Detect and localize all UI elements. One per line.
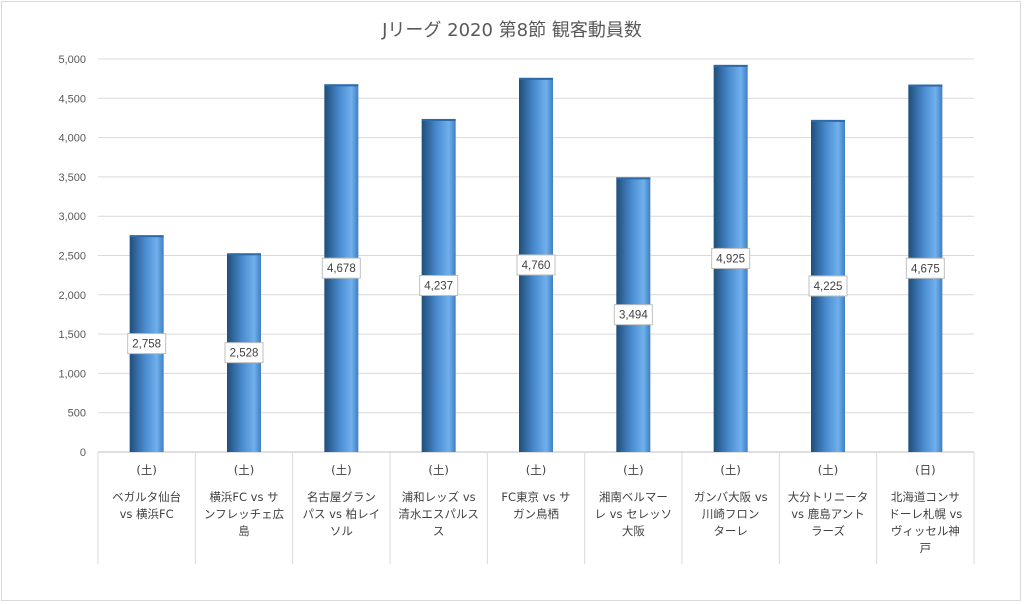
category-day-label: (土) <box>720 463 740 477</box>
category-label: FC東京 vs サ <box>501 490 570 504</box>
category-label: ベガルタ仙台 <box>112 490 181 504</box>
y-tick-label: 1,500 <box>58 329 86 341</box>
category-day-label: (土) <box>526 463 546 477</box>
category-day-label: (土) <box>331 463 351 477</box>
category-day-label: (土) <box>428 463 448 477</box>
bar-cap <box>421 118 456 121</box>
data-label-box <box>613 304 653 326</box>
y-tick-label: 2,000 <box>58 290 86 302</box>
data-label: 4,225 <box>814 281 843 293</box>
data-label: 4,237 <box>424 280 453 292</box>
y-tick-label: 3,500 <box>58 172 86 184</box>
bar-cap <box>227 253 261 256</box>
data-label-box <box>224 342 264 364</box>
category-label: 大分トリニータ <box>788 490 869 504</box>
y-tick-label: 500 <box>68 408 86 420</box>
category-label: 清水エスパルス <box>398 507 479 521</box>
bar-cap <box>616 177 651 180</box>
category-label: ドーレ札幌 vs <box>888 507 962 521</box>
category-label: ターレ <box>713 524 748 538</box>
category-label: ガンバ大阪 vs <box>694 490 768 504</box>
bar-cap <box>324 84 359 87</box>
category-day-label: (日) <box>915 463 935 477</box>
bar-cap <box>908 84 943 87</box>
category-label: ガン鳥栖 <box>513 507 559 521</box>
bar-cap <box>713 64 748 67</box>
data-label: 4,760 <box>522 260 551 272</box>
category-label: 浦和レッズ vs <box>402 490 476 504</box>
data-label-box <box>419 274 459 296</box>
category-label: ラーズ <box>811 524 845 538</box>
category-day-label: (土) <box>623 463 643 477</box>
category-label: 北海道コンサ <box>891 490 960 504</box>
category-label: レ vs セレッソ <box>595 507 673 521</box>
y-tick-label: 2,500 <box>58 251 86 263</box>
category-label: vs 鹿島アント <box>791 507 865 521</box>
bar-cap <box>811 119 845 122</box>
category-label: vs 横浜FC <box>120 507 174 521</box>
data-label-box <box>321 257 361 279</box>
data-label: 2,758 <box>132 339 161 351</box>
data-label-box <box>711 247 751 269</box>
chart-title: Jリーグ 2020 第8節 観客動員数 <box>381 20 642 41</box>
category-label: 川崎フロン <box>702 507 760 521</box>
category-label: 横浜FC vs サ <box>209 490 278 504</box>
category-label: 戸 <box>920 541 932 555</box>
bar-cap <box>519 77 553 80</box>
category-label: ヴィッセル神 <box>891 524 960 538</box>
data-label-box <box>905 257 945 279</box>
data-label: 4,675 <box>911 263 940 275</box>
data-label-box <box>808 275 848 297</box>
category-label: 湘南ベルマー <box>599 490 668 504</box>
category-label: 大阪 <box>622 524 645 538</box>
data-label: 2,528 <box>230 348 259 360</box>
y-tick-label: 4,500 <box>58 93 86 105</box>
y-tick-label: 5,000 <box>58 54 86 66</box>
category-label: ス <box>433 524 445 538</box>
data-label: 4,678 <box>327 263 356 275</box>
y-tick-label: 1,000 <box>58 368 86 380</box>
data-label-box <box>516 254 556 276</box>
category-label: ンフレッチェ広 <box>204 507 284 521</box>
category-label: 島 <box>238 524 250 538</box>
category-label: ソル <box>330 524 353 538</box>
data-label-box <box>127 333 167 355</box>
category-label: 名古屋グラン <box>307 490 376 504</box>
y-tick-label: 4,000 <box>58 133 86 145</box>
category-day-label: (土) <box>234 463 254 477</box>
category-label: パス vs 柏レイ <box>303 507 381 521</box>
data-label: 3,494 <box>619 310 648 322</box>
category-day-label: (土) <box>818 463 838 477</box>
y-tick-label: 0 <box>80 447 86 459</box>
data-label: 4,925 <box>716 253 745 265</box>
category-day-label: (土) <box>136 463 156 477</box>
bar-cap <box>129 235 164 238</box>
y-tick-label: 3,000 <box>58 211 86 223</box>
